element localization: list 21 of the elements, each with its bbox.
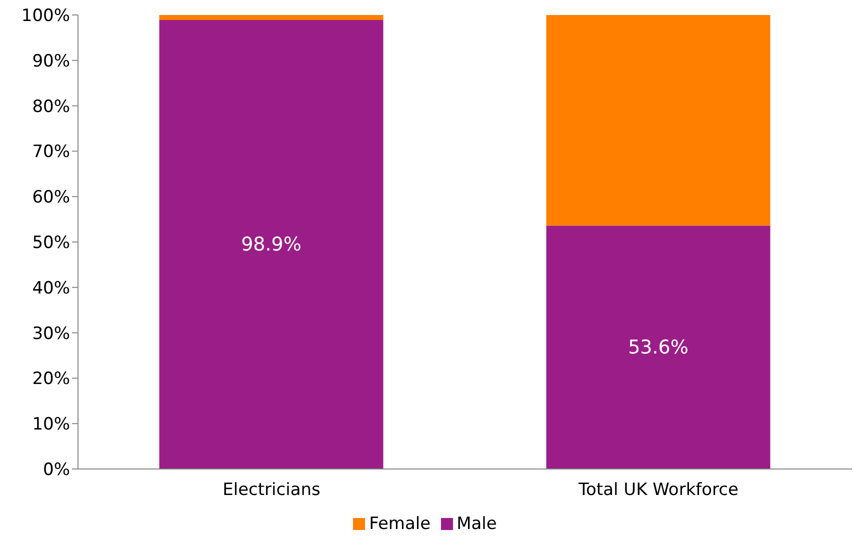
y-tick-label: 100% [21, 6, 70, 26]
y-tick-label: 50% [32, 233, 70, 254]
legend-label: Female [369, 514, 431, 534]
y-tick-label: 10% [32, 414, 70, 435]
bar [159, 20, 384, 469]
y-tick-label: 80% [32, 96, 70, 117]
y-tick-label: 20% [32, 369, 70, 390]
data-label: 53.6% [628, 336, 688, 358]
bar [546, 226, 770, 469]
data-label: 98.9% [241, 233, 302, 256]
y-tick-label: 90% [32, 51, 70, 72]
x-tick-label: Electricians [222, 480, 321, 500]
y-tick-label: 70% [32, 142, 70, 162]
y-tick-label: 0% [43, 460, 70, 480]
y-tick-label: 60% [32, 188, 70, 208]
bar [159, 15, 384, 20]
bar [546, 15, 770, 226]
y-tick-label: 40% [32, 278, 70, 298]
y-tick-label: 30% [32, 324, 70, 344]
x-tick-label: Total UK Workforce [578, 480, 738, 500]
legend-label: Male [456, 514, 497, 534]
